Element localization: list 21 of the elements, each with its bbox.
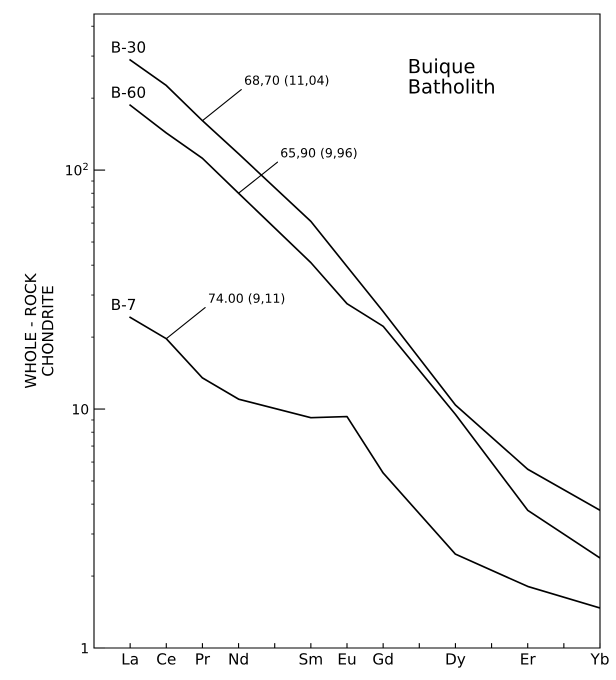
y-tick-label: 10$^{2}$ bbox=[66, 162, 88, 176]
text: Buique Batholith bbox=[410, 58, 494, 94]
x-tick-label: Nd bbox=[230, 652, 248, 665]
annotation: 74.00 (9,11) bbox=[208, 293, 284, 304]
x-tick-label: Dy bbox=[446, 653, 466, 668]
x-tick-label: Sm bbox=[300, 653, 322, 665]
x-tick-label: Gd bbox=[373, 652, 393, 665]
x-tick-label: La bbox=[122, 653, 138, 665]
x-tick-label: Er bbox=[521, 653, 536, 664]
x-tick-label: Ce bbox=[157, 653, 176, 665]
series-label: B-30 bbox=[112, 41, 146, 53]
series-label: B-7 bbox=[112, 298, 136, 310]
x-tick-label: Pr bbox=[196, 653, 210, 664]
y-axis-title: WHOLE - ROCK CHONDRITE bbox=[24, 273, 54, 388]
x-tick-label: Yb bbox=[590, 652, 609, 665]
annotation: 65,90 (9,96) bbox=[281, 148, 357, 159]
series-label: B-60 bbox=[112, 86, 146, 98]
x-tick-label: Eu bbox=[338, 653, 356, 665]
y-tick-label: 1 bbox=[82, 643, 88, 654]
annotation: 68,70 (11,04) bbox=[244, 75, 328, 86]
y-tick-label: 10 bbox=[72, 404, 88, 415]
